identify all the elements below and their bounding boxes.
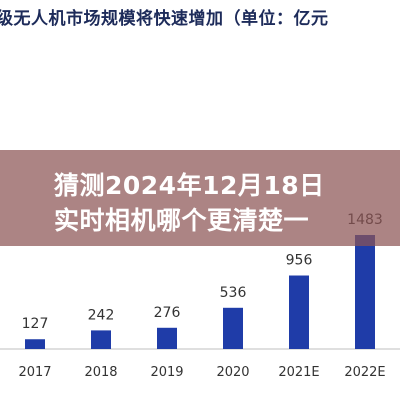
bar-2017 xyxy=(25,339,45,349)
x-tick-label-2019: 2019 xyxy=(150,365,183,380)
bars-group xyxy=(25,234,375,349)
x-tick-label-2022E: 2022E xyxy=(344,365,385,380)
bar-2020 xyxy=(223,307,243,349)
value-label-2020: 536 xyxy=(220,285,247,301)
x-tick-label-2020: 2020 xyxy=(216,365,249,380)
x-tick-label-2018: 2018 xyxy=(84,365,117,380)
caption-overlay xyxy=(0,150,400,246)
chart-title: 级无人机市场规模将快速增加（单位：亿元 xyxy=(0,9,329,29)
value-label-2021E: 956 xyxy=(286,253,313,269)
overlay-text-line-2: 实时相机哪个更清楚一 xyxy=(54,206,310,235)
bar-2019 xyxy=(157,327,177,349)
x-tick-labels-group: 2017 2018 2019 2020 2021E 2022E xyxy=(18,365,385,380)
value-label-2018: 242 xyxy=(88,307,115,323)
overlay-text-line-1: 猜测2024年12月18日 xyxy=(54,171,325,200)
bar-2021E xyxy=(289,275,309,349)
value-label-2019: 276 xyxy=(154,305,181,321)
bar-2022E xyxy=(355,234,375,349)
x-tick-label-2017: 2017 xyxy=(18,365,51,380)
bar-2018 xyxy=(91,330,111,349)
value-label-2017: 127 xyxy=(22,316,49,332)
x-tick-label-2021E: 2021E xyxy=(278,365,319,380)
